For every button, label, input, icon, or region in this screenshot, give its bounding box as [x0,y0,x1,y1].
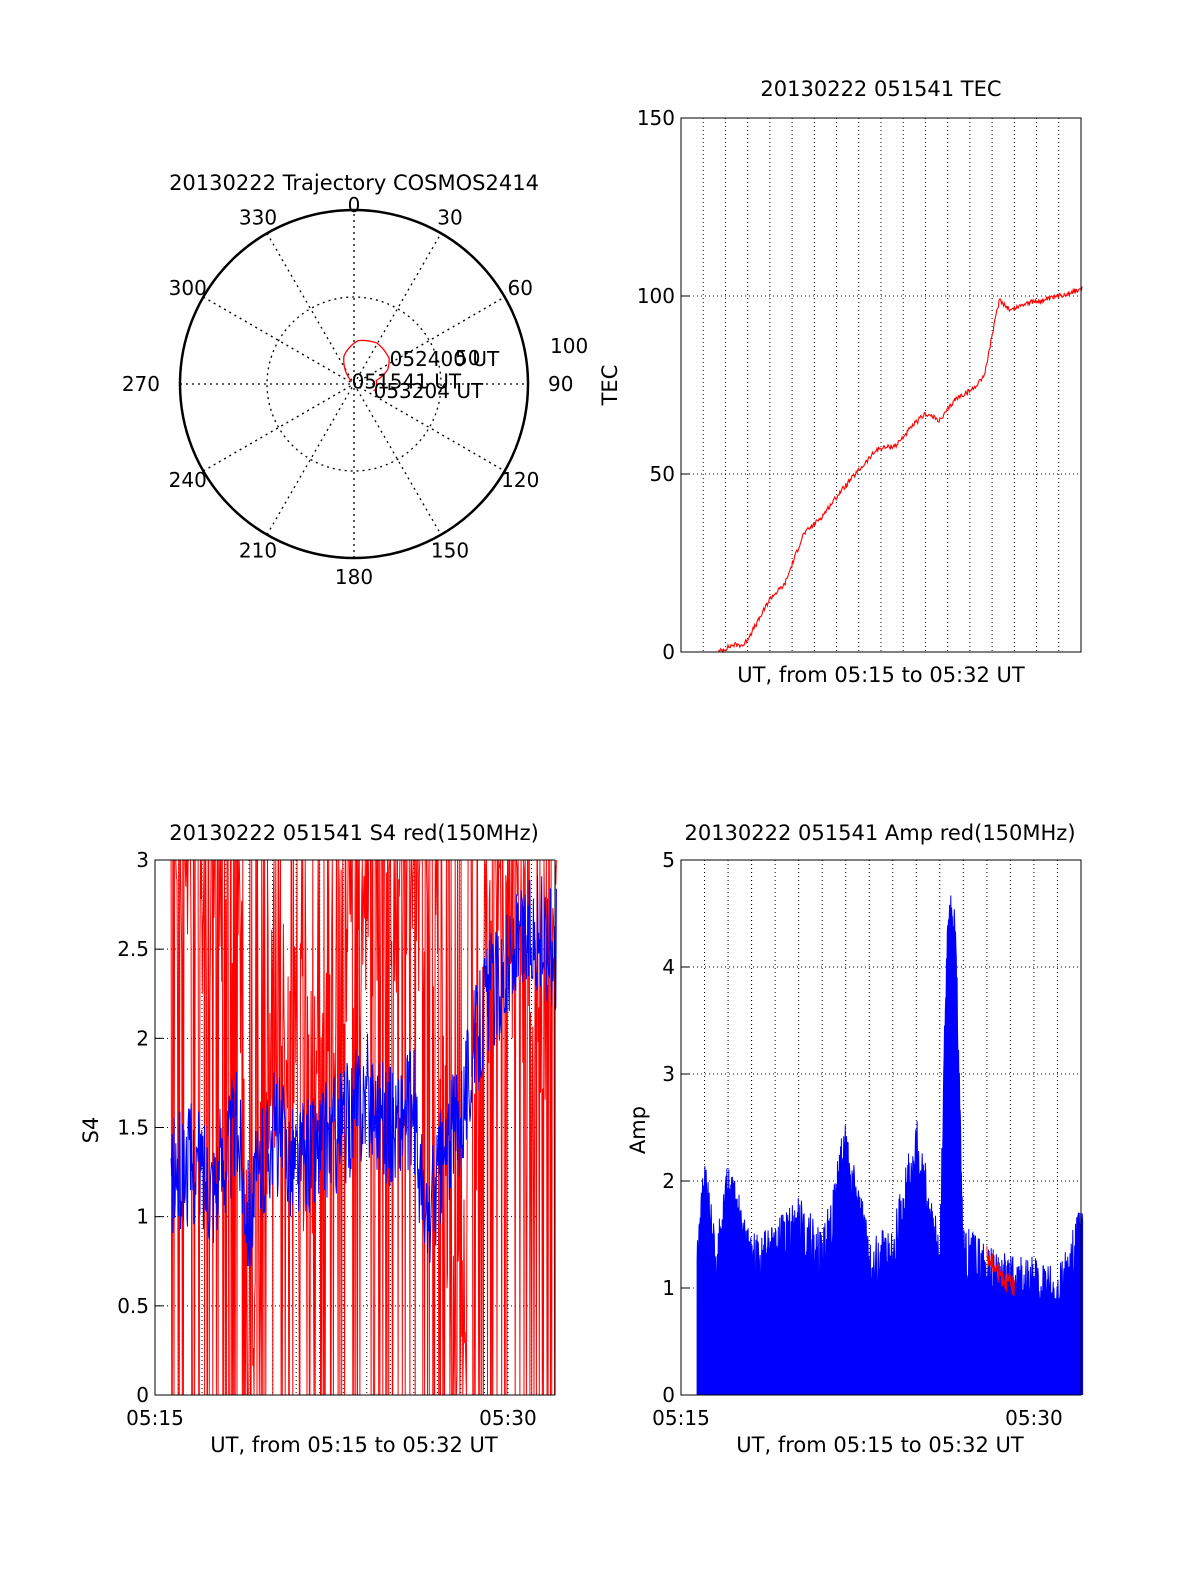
y-tick-label: 4 [662,955,675,979]
s4-title: 20130222 051541 S4 red(150MHz) [169,821,539,845]
y-tick-label: 0 [662,640,675,664]
amp-frame [680,859,1082,1396]
series-line-1 [170,875,557,1267]
s4-panel: 20130222 051541 S4 red(150MHz) 0 0.5 1 1.5 2… [79,821,557,1457]
amp-x-label: UT, from 05:15 to 05:32 UT [736,1433,1024,1457]
tec-x-label: UT, from 05:15 to 05:32 UT [737,663,1025,687]
polar-grid-circle-50 [266,296,442,472]
series-line-1 [986,1245,1015,1297]
polar-trajectory-line [343,339,390,392]
polar-annotation-start: 051541 UT [352,369,462,393]
series-line-0 [696,895,1084,1395]
amp-title: 20130222 051541 Amp red(150MHz) [684,821,1075,845]
y-tick-label: 50 [650,462,675,486]
polar-title: 20130222 Trajectory COSMOS2414 [169,171,539,195]
tec-y-label: TEC [598,365,622,407]
polar-radial-tick-50: 50 [455,346,480,370]
polar-azimuth-tick: 120 [501,468,539,492]
y-tick-label: 1 [662,1276,675,1300]
amp-y-label: Amp [626,1106,650,1154]
s4-x-label: UT, from 05:15 to 05:32 UT [210,1433,498,1457]
trajectory-polar-plot: 20130222 Trajectory COSMOS2414 0 30 60 90 12… [122,171,588,589]
tec-frame [680,117,1082,653]
polar-azimuth-tick: 30 [437,206,462,230]
x-tick-label: 05:15 [652,1406,710,1430]
polar-azimuth-tick: 240 [169,468,207,492]
y-tick-label: 0.5 [117,1294,149,1318]
tec-series [717,286,1083,654]
amp-panel: 20130222 051541 Amp red(150MHz) 0 1 2 3 4 5 0… [626,821,1084,1457]
x-tick-label: 05:30 [1005,1406,1063,1430]
tec-y-ticks: 0 50 100 150 [637,106,689,664]
polar-azimuth-tick: 150 [431,538,469,562]
y-tick-label: 100 [637,284,675,308]
amp-y-ticks: 0 1 2 3 4 5 [662,848,689,1407]
polar-annotation-mid: 052400 UT [390,347,500,371]
tec-panel: 20130222 051541 TEC 0 50 100 150 UT, from 0… [598,77,1083,687]
y-tick-label: 5 [662,848,675,872]
polar-annotation-end: 053204 UT [374,379,484,403]
polar-azimuth-tick: 0 [348,193,361,217]
tec-grid [681,118,1081,652]
y-tick-label: 0 [662,1383,675,1407]
y-tick-label: 1.5 [117,1116,149,1140]
s4-series [170,859,557,1396]
polar-azimuth-tick: 180 [335,565,373,589]
y-tick-label: 150 [637,106,675,130]
x-tick-label: 05:15 [126,1406,184,1430]
polar-spokes [180,210,528,558]
polar-spoke-150 [266,232,442,536]
y-tick-label: 2 [662,1169,675,1193]
series-line-0 [717,286,1083,654]
y-tick-label: 3 [662,1062,675,1086]
x-tick-label: 05:30 [479,1406,537,1430]
polar-radial-tick-100: 100 [550,334,588,358]
y-tick-label: 2.5 [117,937,149,961]
y-tick-label: 3 [136,848,149,872]
s4-frame [154,859,556,1396]
polar-azimuth-tick: 210 [239,538,277,562]
y-tick-label: 1 [136,1205,149,1229]
amp-x-ticks: 05:15 05:30 [652,1406,1063,1430]
polar-azimuth-tick: 90 [548,372,573,396]
polar-grid [266,296,442,472]
s4-y-label: S4 [79,1117,103,1144]
polar-azimuth-tick: 60 [508,276,533,300]
polar-azimuth-tick: 300 [169,276,207,300]
tec-title: 20130222 051541 TEC [760,77,1001,101]
y-tick-label: 0 [136,1383,149,1407]
amp-series [696,895,1084,1395]
s4-y-ticks: 0 0.5 1 1.5 2 2.5 3 [117,848,163,1407]
polar-azimuth-tick: 330 [239,206,277,230]
polar-azimuth-labels: 0 30 60 90 120 150 180 210 240 270 300 330 [122,193,574,589]
s4-x-ticks: 05:15 05:30 [126,1406,537,1430]
y-tick-label: 2 [136,1026,149,1050]
polar-azimuth-tick: 270 [122,372,160,396]
